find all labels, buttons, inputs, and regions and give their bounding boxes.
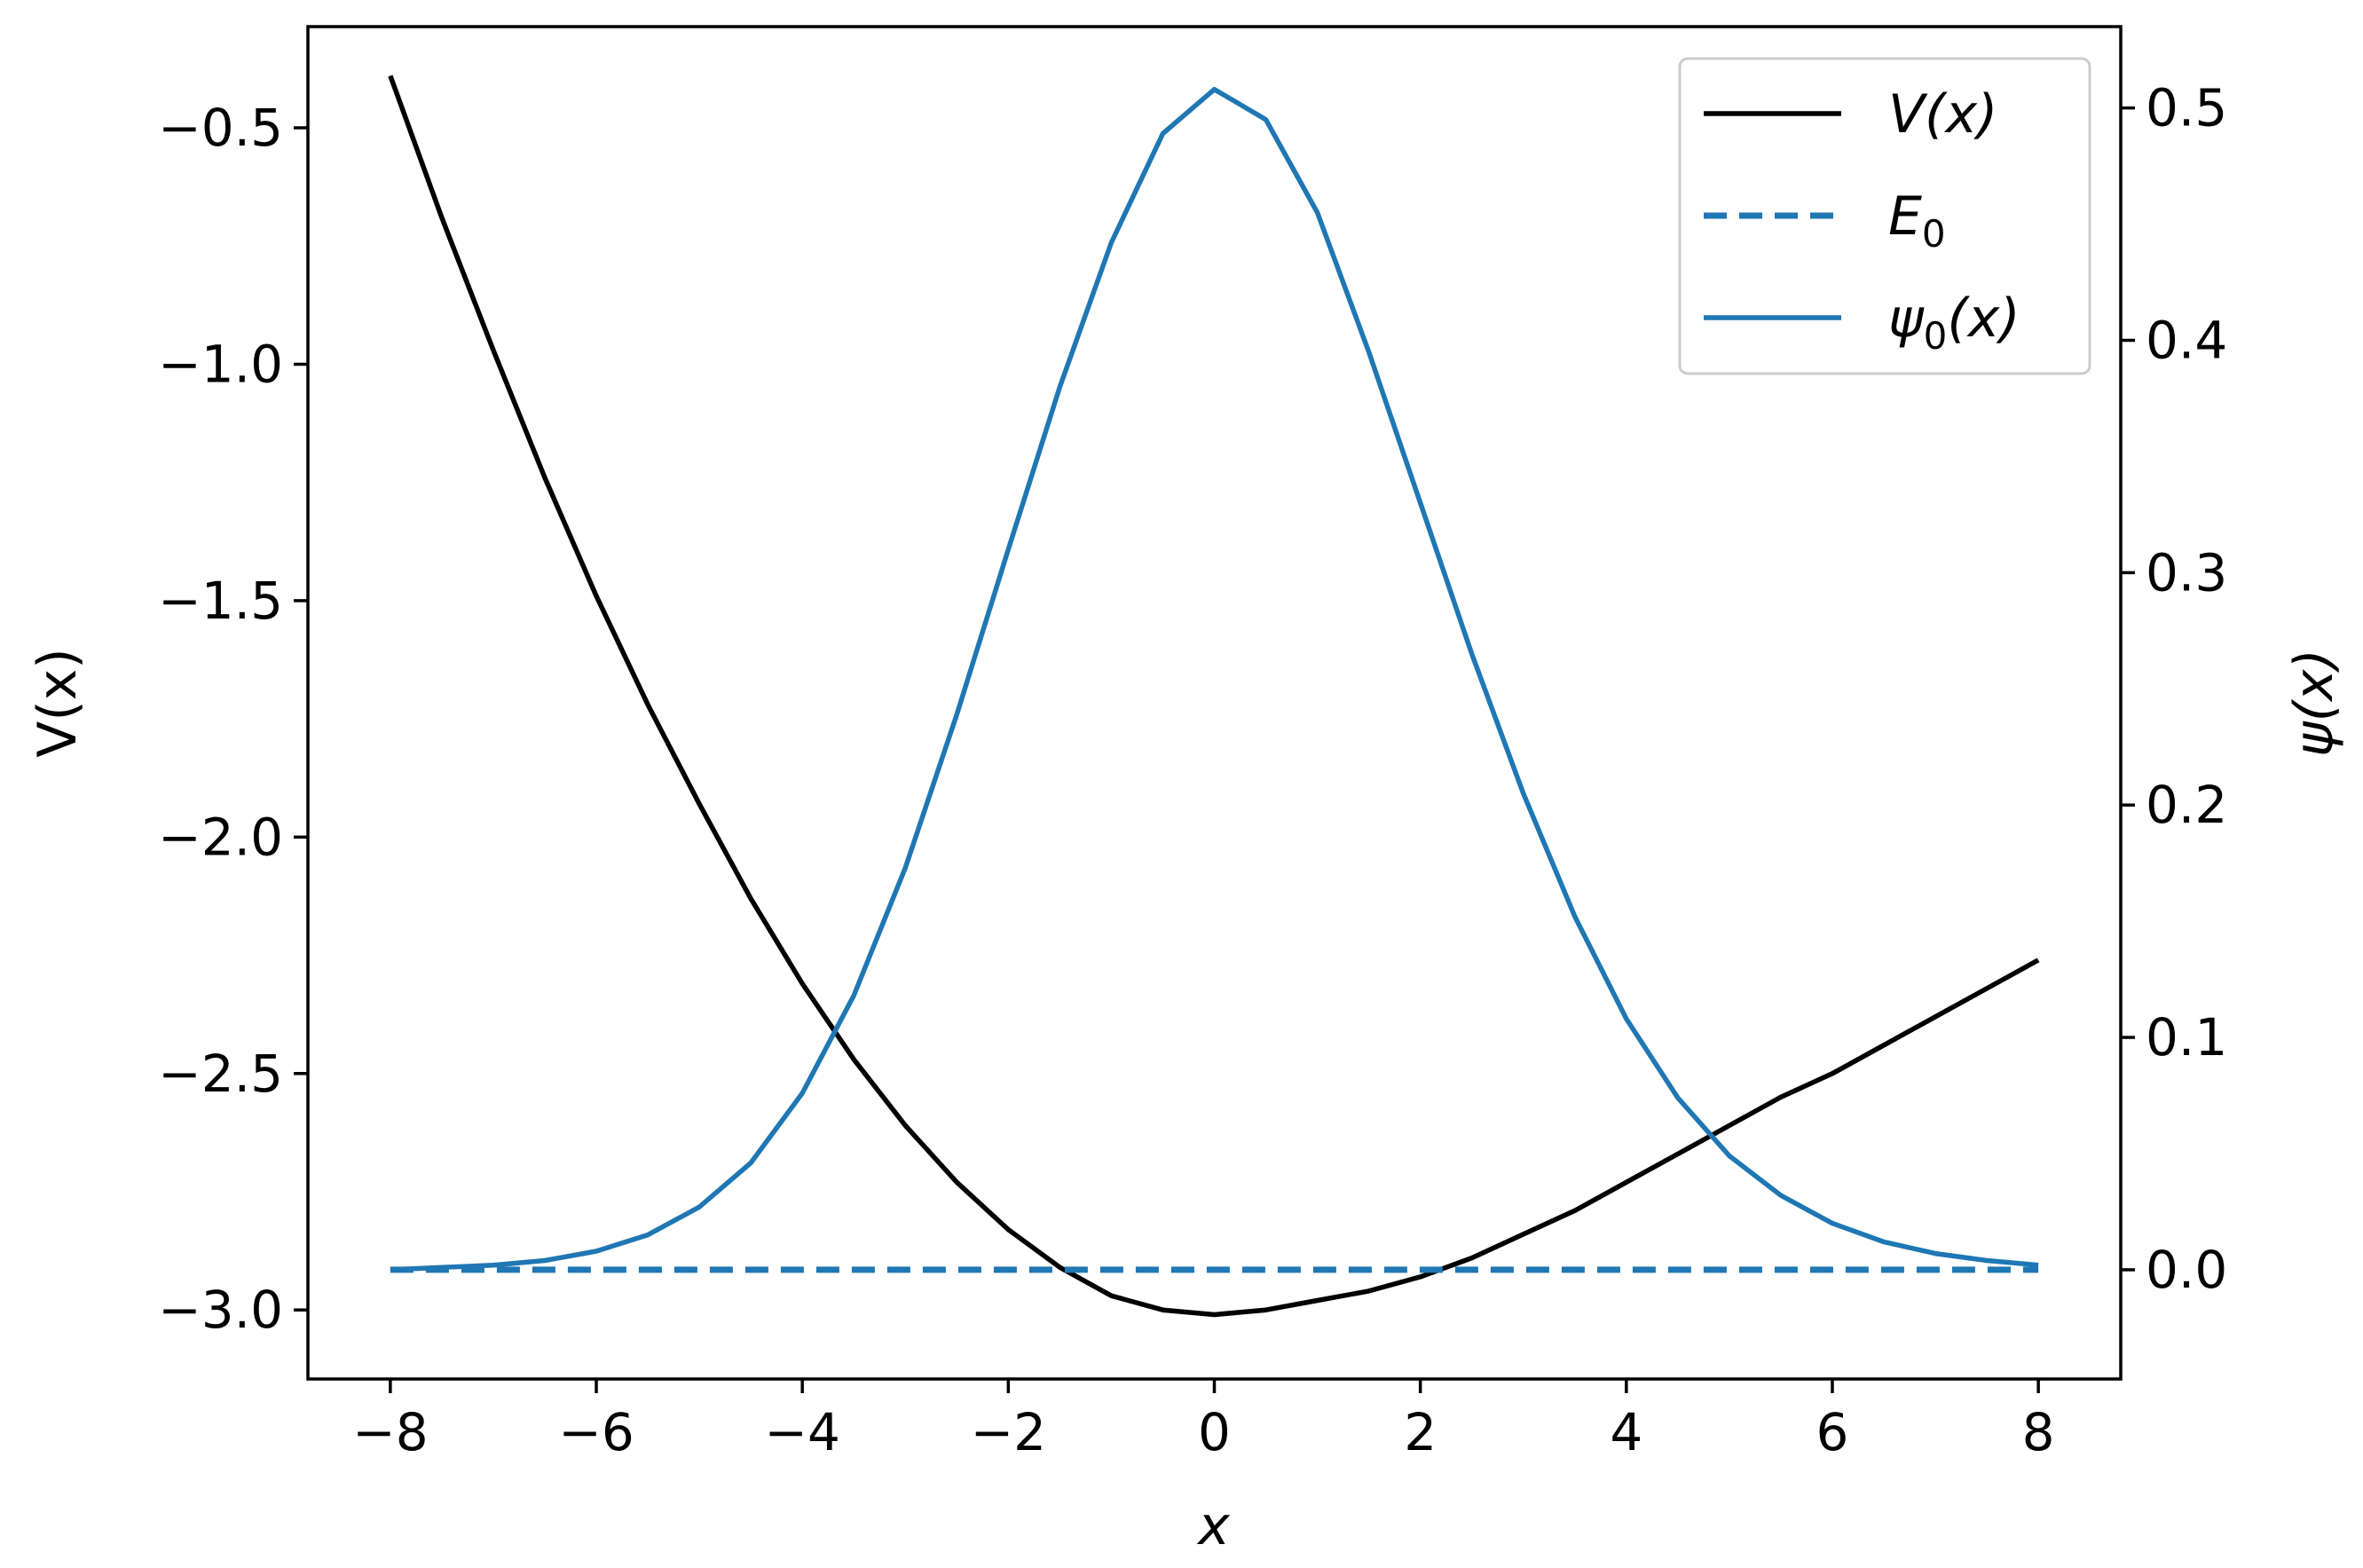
x-axis: −8 −6 −4 −2 0 2 4 6 8 [352,1379,2055,1462]
x-tick-label: 4 [1610,1402,1642,1462]
y-axis-right-label: ψ(x) [2283,649,2345,757]
x-tick-label: 6 [1816,1402,1849,1462]
legend-entries: V(x) E0 ψ0(x) [1704,83,2020,358]
legend-label-1: E0 [1888,185,1946,256]
y-left-tick-label: −1.0 [158,334,283,394]
y-axis-right: 0.0 0.1 0.2 0.3 0.4 0.5 [2121,78,2227,1300]
legend: V(x) E0 ψ0(x) [1678,57,2091,375]
legend-label-2: ψ0(x) [1888,288,2020,358]
legend-label-0: V(x) [1888,83,1997,146]
series-line-2 [390,86,2039,1273]
x-tick-label: −2 [971,1402,1047,1462]
x-tick-label: 8 [2022,1402,2055,1462]
x-tick-label: −8 [352,1402,429,1462]
legend-box [1678,57,2091,375]
y-left-tick-label: −0.5 [158,98,283,158]
x-tick-label: −4 [764,1402,840,1462]
y-right-tick-label: 0.0 [2146,1240,2227,1300]
y-left-tick-label: −1.5 [158,571,283,631]
x-tick-label: −6 [558,1402,634,1462]
x-tick-label: 0 [1198,1402,1231,1462]
y-right-tick-label: 0.1 [2146,1007,2227,1068]
x-tick-label: 2 [1404,1402,1437,1462]
y-left-tick-label: −3.0 [158,1280,283,1340]
y-right-tick-label: 0.5 [2146,78,2227,138]
x-axis-label: x [1196,1495,1230,1557]
y-axis-left: −0.5 −1.0 −1.5 −2.0 −2.5 −3.0 [158,98,308,1340]
y-right-tick-label: 0.3 [2146,542,2227,603]
plot-area [388,75,2040,1318]
y-axis-left-label: V(x) [27,648,89,757]
y-left-tick-label: −2.5 [158,1044,283,1104]
y-right-tick-label: 0.4 [2146,311,2227,371]
y-left-tick-label: −2.0 [158,807,283,867]
y-right-tick-label: 0.2 [2146,775,2227,835]
series-line-0 [388,75,2040,1318]
